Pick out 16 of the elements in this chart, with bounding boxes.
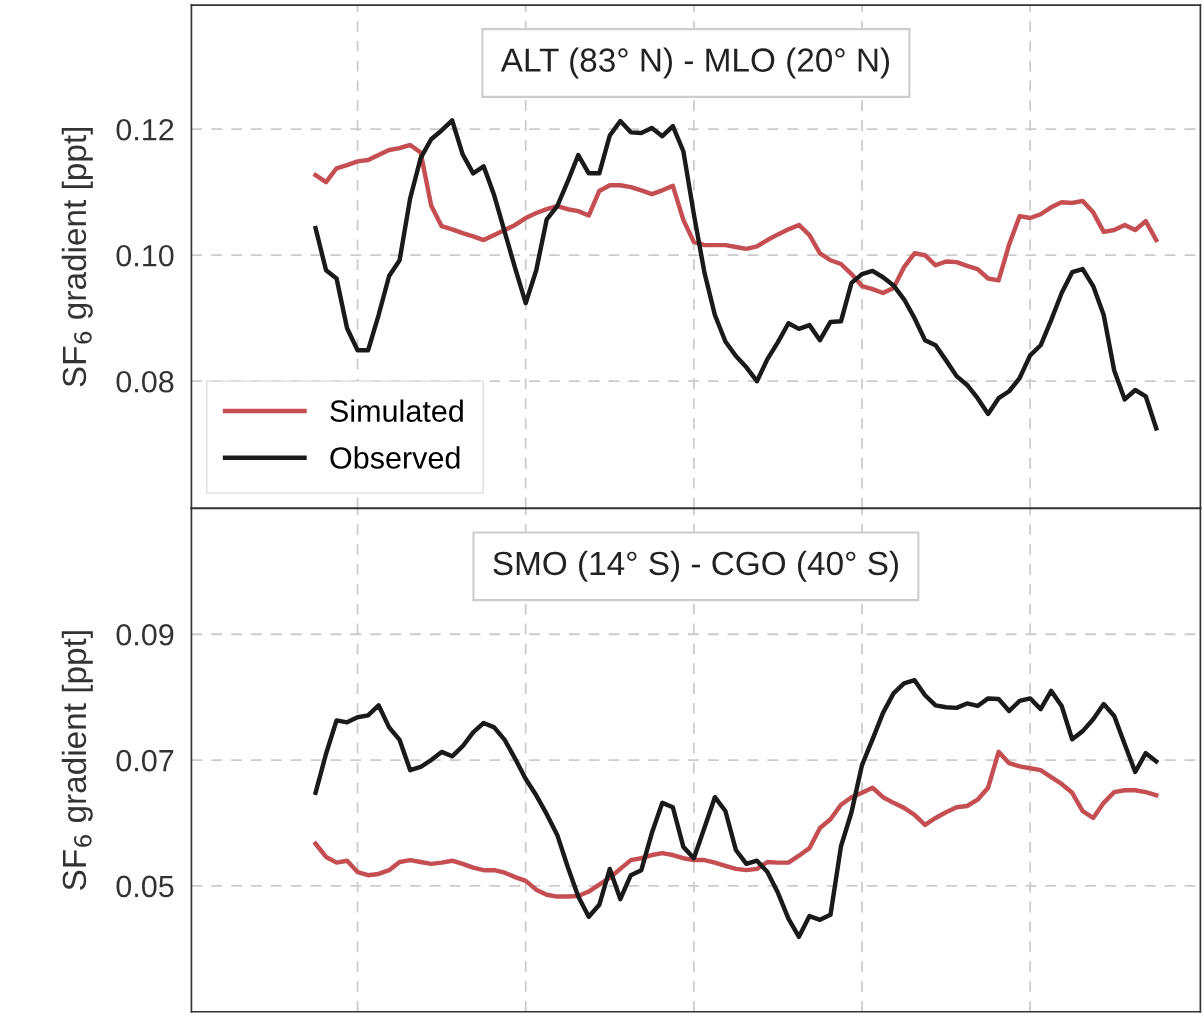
y-tick-label: 0.12	[116, 118, 174, 141]
line-series	[313, 118, 1159, 431]
legend-label: Simulated	[330, 399, 463, 422]
line-series	[313, 142, 1159, 296]
y-axis-title: SF$_{6}$ gradient [ppt]	[61, 631, 93, 890]
line-series	[313, 677, 1159, 940]
text: ALT (83° N) - MLO (20° N)	[500, 47, 890, 79]
y-tick-label: 0.08	[116, 370, 174, 393]
y-axis-title: SF$_{6}$ gradient [ppt]	[61, 127, 93, 387]
y-tick-label: 0.05	[116, 875, 174, 898]
y-tick-label: 0.10	[116, 244, 174, 267]
legend-label: Observed	[330, 446, 460, 469]
text: SMO (14° S) - CGO (40° S)	[493, 550, 898, 582]
line-series	[313, 749, 1159, 899]
y-tick-label: 0.07	[116, 749, 174, 772]
y-tick-label: 0.09	[116, 623, 174, 646]
